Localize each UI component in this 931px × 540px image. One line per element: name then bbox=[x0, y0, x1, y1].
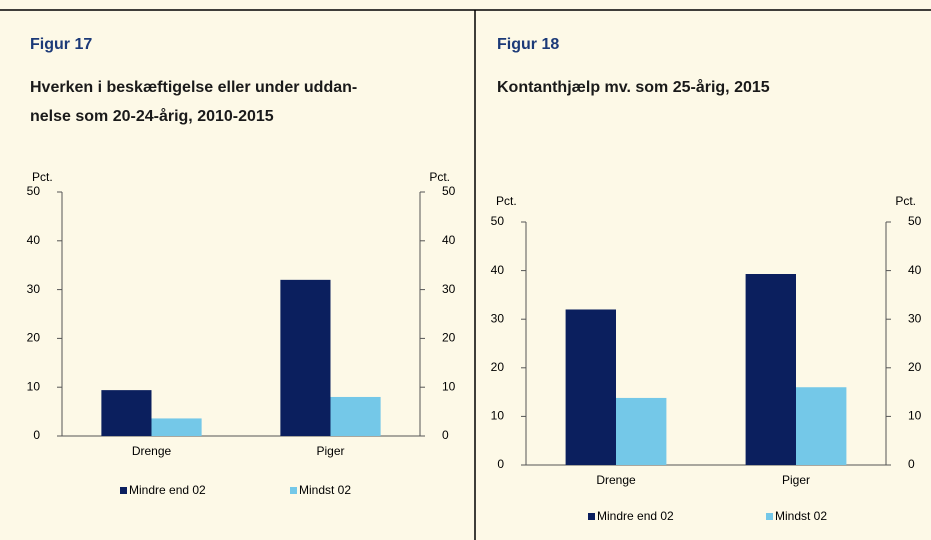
legend-swatch bbox=[766, 513, 773, 520]
legend-label: Mindst 02 bbox=[299, 483, 351, 497]
y2-tick-label: 50 bbox=[442, 184, 456, 198]
y-axis-label: Pct. bbox=[496, 194, 517, 208]
bar bbox=[280, 279, 331, 436]
y2-tick-label: 10 bbox=[908, 409, 922, 423]
y-tick-label: 10 bbox=[491, 409, 505, 423]
bar bbox=[330, 396, 381, 436]
x-tick-label: Piger bbox=[316, 444, 344, 458]
y-tick-label: 10 bbox=[27, 379, 41, 393]
legend-swatch bbox=[290, 487, 297, 494]
y-tick-label: 40 bbox=[27, 233, 41, 247]
y2-tick-label: 10 bbox=[442, 379, 456, 393]
legend-label: Mindre end 02 bbox=[597, 509, 674, 523]
bar bbox=[151, 418, 202, 436]
chart-title: Kontanthjælp mv. som 25-årig, 2015 bbox=[497, 78, 770, 96]
y2-tick-label: 20 bbox=[908, 360, 922, 374]
chart-title: Hverken i beskæftigelse eller under udda… bbox=[30, 79, 357, 96]
y2-tick-label: 0 bbox=[908, 457, 915, 471]
y2-tick-label: 30 bbox=[908, 311, 922, 325]
figure-label: Figur 18 bbox=[497, 36, 559, 53]
x-tick-label: Drenge bbox=[132, 444, 172, 458]
y-tick-label: 50 bbox=[27, 184, 41, 198]
y-tick-label: 50 bbox=[491, 214, 505, 228]
y2-tick-label: 40 bbox=[442, 233, 456, 247]
y-tick-label: 30 bbox=[27, 282, 41, 296]
y2-tick-label: 50 bbox=[908, 214, 922, 228]
y-tick-label: 0 bbox=[33, 428, 40, 442]
chart-title: nelse som 20-24-årig, 2010-2015 bbox=[30, 107, 274, 125]
bar bbox=[101, 390, 152, 436]
legend-swatch bbox=[120, 487, 127, 494]
y-tick-label: 40 bbox=[491, 263, 505, 277]
legend-label: Mindst 02 bbox=[775, 509, 827, 523]
y2-tick-label: 20 bbox=[442, 331, 456, 345]
y2-axis-label: Pct. bbox=[429, 170, 450, 184]
y2-axis-label: Pct. bbox=[895, 194, 916, 208]
y-tick-label: 20 bbox=[27, 331, 41, 345]
legend-label: Mindre end 02 bbox=[129, 483, 206, 497]
y2-tick-label: 40 bbox=[908, 263, 922, 277]
bar bbox=[796, 387, 847, 465]
y-tick-label: 0 bbox=[497, 457, 504, 471]
y-tick-label: 20 bbox=[491, 360, 505, 374]
bar bbox=[616, 397, 667, 465]
y-tick-label: 30 bbox=[491, 311, 505, 325]
x-tick-label: Drenge bbox=[596, 473, 636, 487]
y-axis-label: Pct. bbox=[32, 170, 53, 184]
figure-label: Figur 17 bbox=[30, 36, 92, 53]
y2-tick-label: 30 bbox=[442, 282, 456, 296]
bar bbox=[565, 309, 616, 465]
legend-swatch bbox=[588, 513, 595, 520]
bar bbox=[745, 274, 796, 465]
y2-tick-label: 0 bbox=[442, 428, 449, 442]
x-tick-label: Piger bbox=[782, 473, 810, 487]
